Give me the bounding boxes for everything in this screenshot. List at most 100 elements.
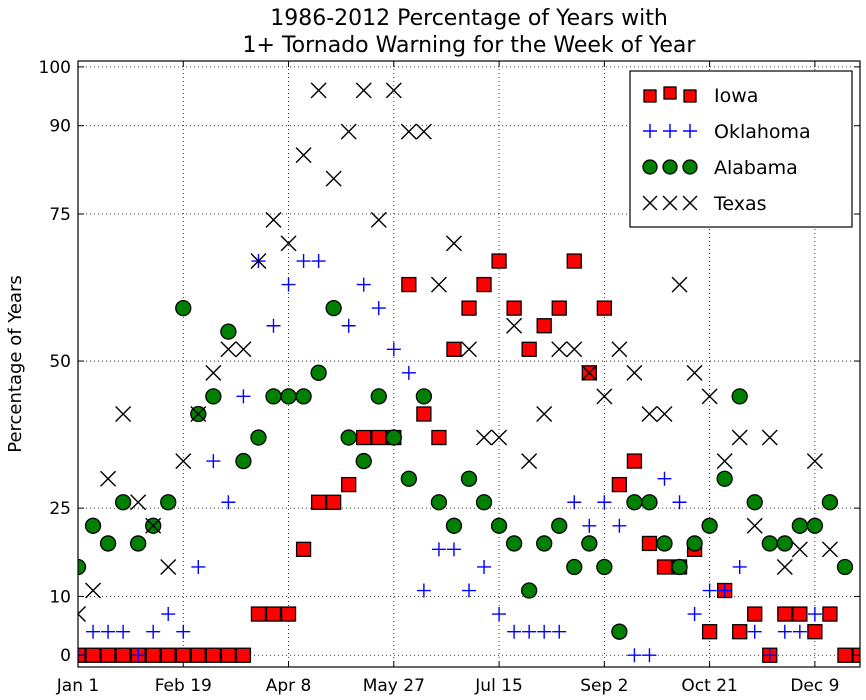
point-texas — [430, 276, 447, 293]
point-oklahoma — [522, 624, 537, 639]
point-oklahoma — [492, 607, 507, 622]
point-alabama — [716, 470, 733, 487]
point-texas — [761, 429, 778, 446]
point-alabama — [641, 494, 658, 511]
point-texas — [581, 364, 598, 381]
point-texas — [310, 82, 327, 99]
point-iowa — [626, 453, 643, 469]
point-oklahoma — [747, 624, 762, 639]
point-texas — [656, 406, 673, 423]
point-texas — [100, 470, 117, 487]
legend-marker-texas — [662, 195, 678, 211]
point-alabama — [836, 558, 854, 576]
point-texas — [235, 341, 252, 358]
legend-marker-oklahoma — [643, 124, 657, 138]
point-iowa — [160, 647, 176, 663]
y-tick-label: 25 — [49, 499, 71, 519]
point-iowa — [371, 429, 387, 446]
x-tick-label: May 27 — [363, 676, 425, 696]
y-tick-label: 50 — [49, 352, 71, 372]
point-oklahoma — [777, 624, 792, 639]
point-iowa — [235, 647, 252, 663]
point-alabama — [475, 494, 493, 511]
legend-label-alabama: Alabama — [714, 157, 798, 179]
x-tick-label: Apr 8 — [266, 676, 312, 696]
point-oklahoma — [86, 624, 101, 639]
point-alabama — [626, 494, 643, 511]
point-iowa — [85, 647, 101, 663]
point-texas — [791, 541, 808, 558]
point-oklahoma — [146, 624, 161, 639]
point-oklahoma — [507, 624, 522, 639]
point-texas — [806, 453, 823, 470]
point-texas — [716, 453, 733, 470]
point-iowa — [220, 647, 237, 663]
point-iowa — [205, 647, 221, 663]
point-texas — [145, 517, 162, 534]
point-oklahoma — [296, 254, 311, 269]
point-alabama — [746, 494, 763, 511]
point-texas — [536, 406, 553, 423]
series-alabama — [78, 299, 854, 640]
point-oklahoma — [612, 518, 627, 533]
point-alabama — [310, 364, 327, 381]
series-oklahoma — [78, 254, 822, 663]
point-oklahoma — [552, 624, 567, 639]
point-alabama — [205, 388, 222, 405]
point-oklahoma — [642, 648, 657, 663]
point-alabama — [280, 388, 297, 405]
point-texas — [220, 341, 237, 358]
point-alabama — [99, 535, 117, 552]
y-tick-label: 90 — [49, 117, 71, 137]
point-iowa — [807, 624, 823, 640]
point-iowa — [431, 429, 447, 446]
point-texas — [85, 582, 102, 599]
point-oklahoma — [597, 495, 612, 510]
point-alabama — [551, 517, 568, 534]
point-alabama — [460, 470, 478, 487]
point-alabama — [521, 582, 538, 599]
point-oklahoma — [416, 583, 431, 598]
point-texas — [445, 235, 462, 252]
point-texas — [776, 558, 793, 575]
point-alabama — [445, 517, 463, 534]
point-alabama — [385, 429, 402, 446]
point-alabama — [505, 535, 523, 552]
point-oklahoma — [537, 624, 552, 639]
point-oklahoma — [341, 318, 356, 333]
point-alabama — [370, 388, 387, 405]
point-oklahoma — [236, 389, 251, 404]
point-texas — [160, 558, 177, 575]
point-iowa — [416, 406, 432, 422]
point-iowa — [401, 276, 417, 293]
point-texas — [205, 364, 222, 381]
point-alabama — [806, 517, 824, 534]
point-oklahoma — [266, 318, 281, 333]
point-alabama — [821, 494, 839, 511]
point-oklahoma — [567, 495, 582, 510]
point-iowa — [566, 253, 582, 269]
point-texas — [686, 364, 703, 381]
point-iowa — [506, 300, 522, 316]
point-alabama — [340, 429, 357, 446]
data-markers — [78, 82, 860, 663]
point-iowa — [777, 606, 793, 622]
point-oklahoma — [672, 495, 687, 510]
point-iowa — [100, 647, 116, 663]
x-tick-label: Feb 19 — [155, 676, 212, 696]
point-texas — [415, 123, 432, 140]
point-texas — [265, 211, 282, 228]
point-oklahoma — [732, 559, 747, 574]
point-alabama — [400, 470, 417, 487]
chart-title-line: 1986-2012 Percentage of Years with — [270, 6, 668, 31]
x-tick-label: Dec 9 — [790, 676, 839, 696]
y-axis-ticks: 0 10 25 50 75 90 100 — [39, 58, 860, 666]
point-oklahoma — [206, 454, 221, 469]
legend-marker-iowa — [643, 89, 657, 103]
point-oklahoma — [431, 542, 446, 557]
point-alabama — [776, 535, 793, 552]
point-alabama — [430, 494, 448, 511]
point-alabama — [160, 494, 177, 511]
point-iowa — [341, 476, 357, 493]
